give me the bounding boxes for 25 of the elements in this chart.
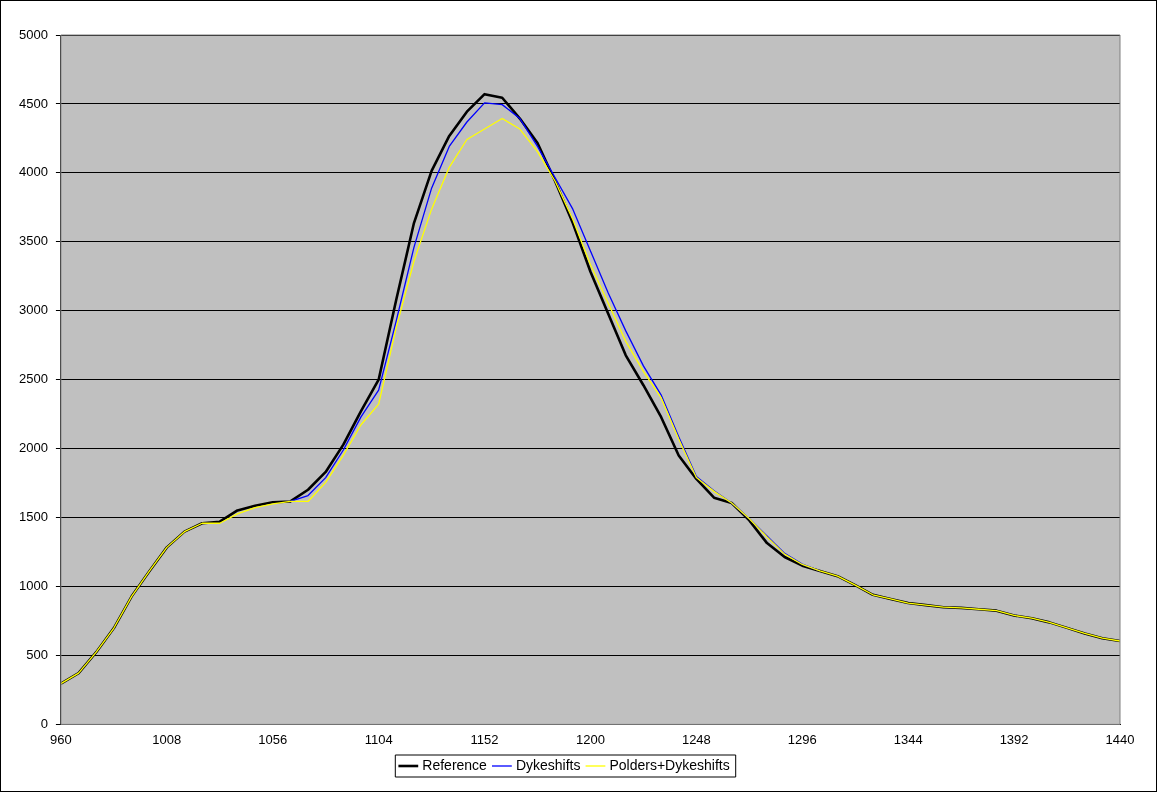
x-tick-label: 1248 (681, 731, 711, 747)
x-tick-label: 1344 (893, 731, 923, 747)
x-tick-label: 1296 (787, 731, 817, 747)
x-tick-label: 1440 (1105, 731, 1135, 747)
y-tick-label: 5000 (19, 26, 48, 42)
x-tick-label: 1008 (152, 731, 182, 747)
x-tick-label: 1152 (470, 731, 499, 747)
x-tick-label: 1056 (258, 731, 288, 747)
x-tick-label: 1104 (364, 731, 393, 747)
x-tick-label: 1392 (999, 731, 1029, 747)
legend-label: Dykeshifts (515, 756, 581, 773)
y-tick-label: 2000 (19, 440, 48, 456)
y-tick-label: 3500 (19, 233, 48, 249)
y-tick-label: 0 (40, 715, 48, 731)
y-tick-label: 500 (26, 647, 48, 663)
y-tick-label: 1000 (19, 578, 48, 594)
legend-label: Reference (422, 756, 488, 773)
y-tick-label: 3000 (19, 302, 48, 318)
x-tick-label: 960 (50, 731, 72, 747)
x-tick-label: 1200 (576, 731, 605, 747)
y-tick-label: 4500 (19, 95, 48, 111)
y-tick-label: 2500 (19, 371, 48, 387)
y-tick-label: 4000 (19, 164, 48, 180)
legend-label: Polders+Dykeshifts (609, 756, 730, 773)
y-tick-label: 1500 (19, 509, 48, 525)
